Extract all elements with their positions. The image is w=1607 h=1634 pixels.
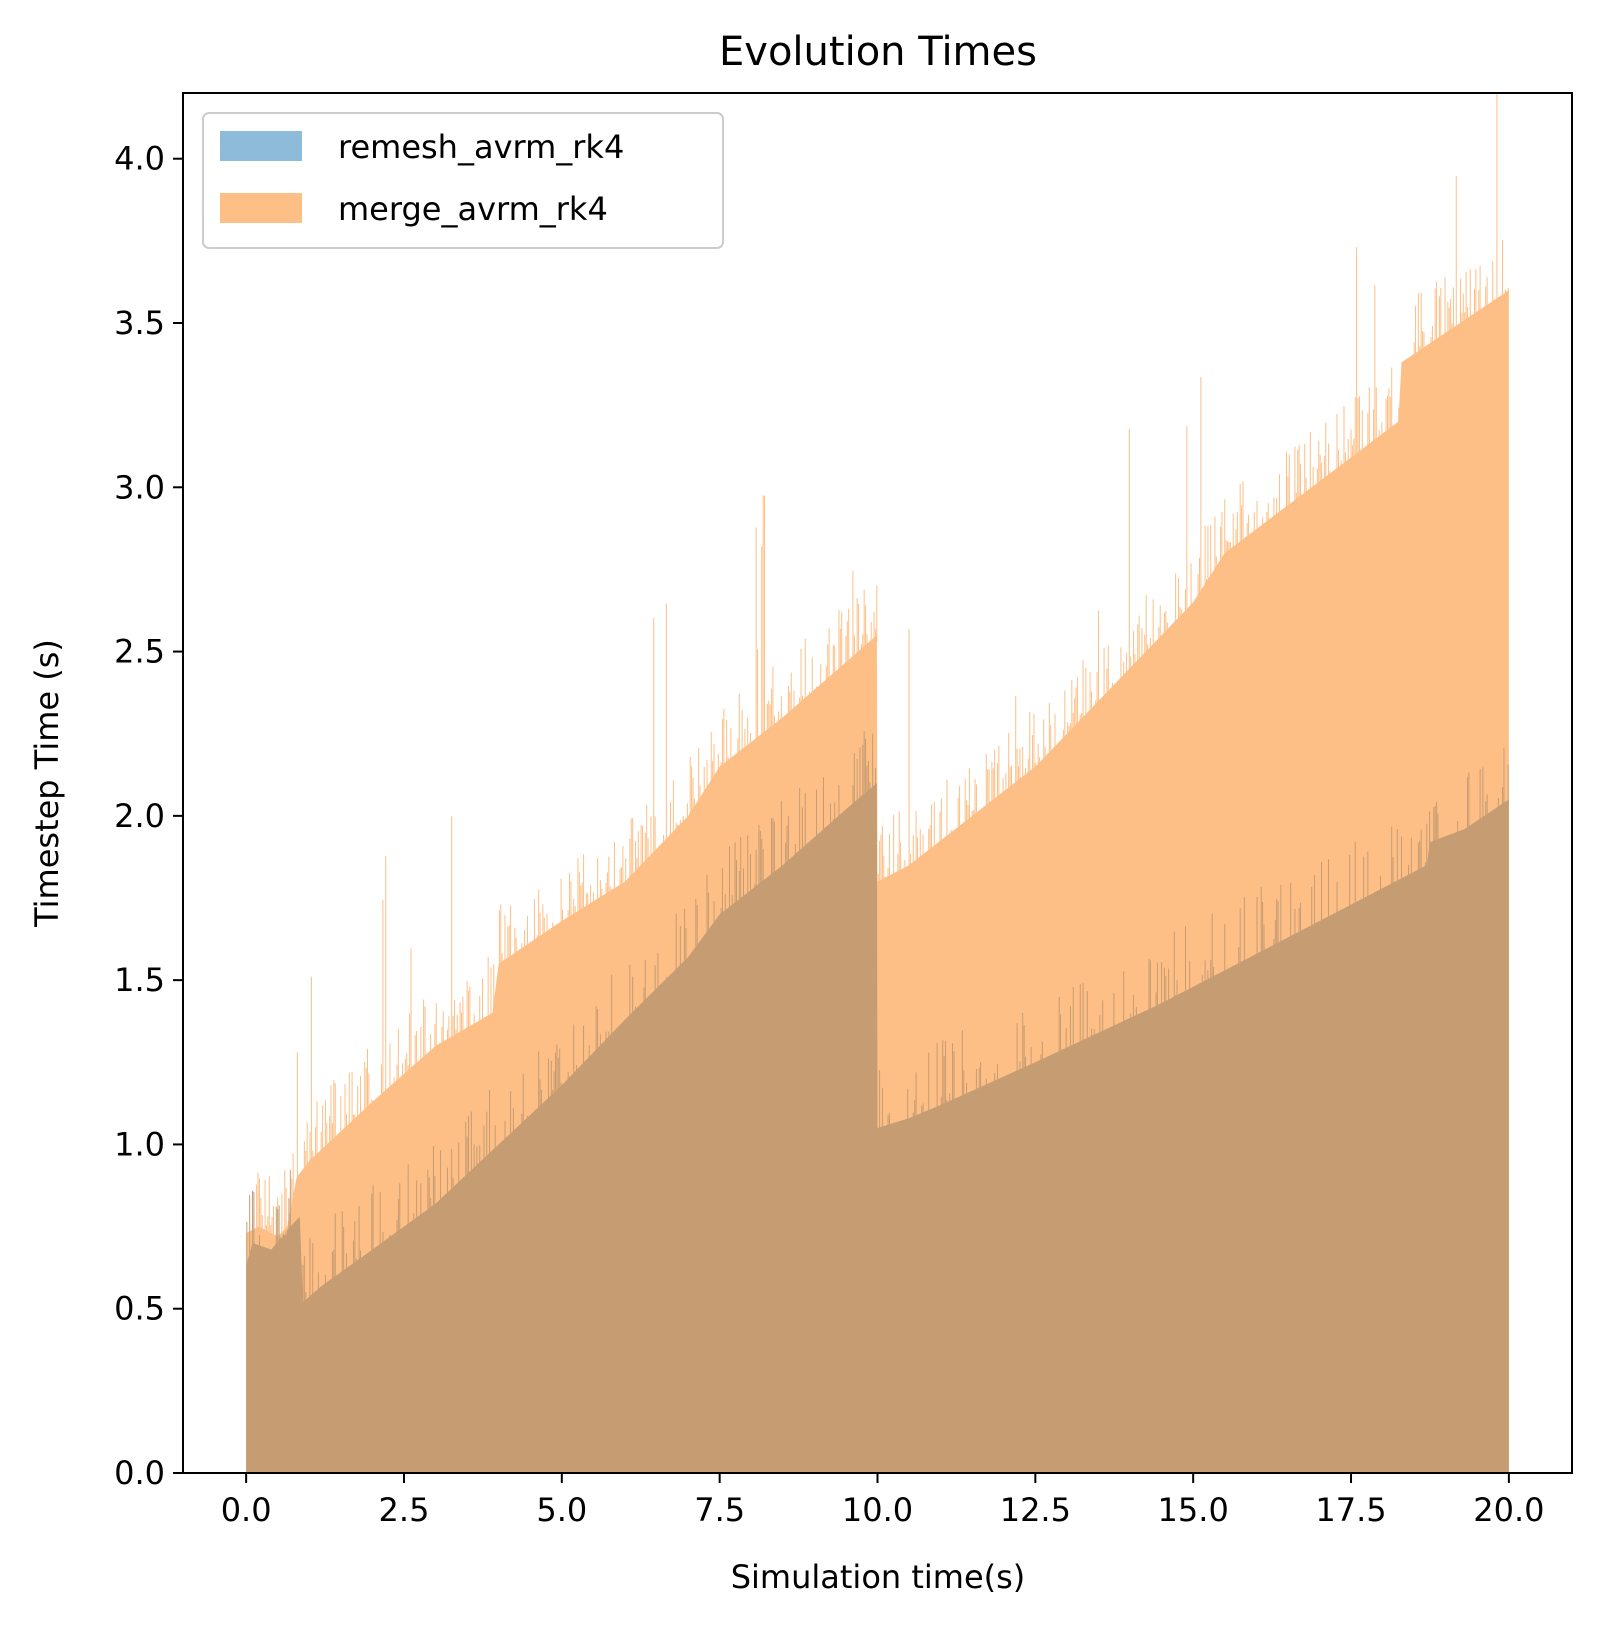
x-tick-label: 20.0 xyxy=(1473,1491,1544,1529)
x-tick-label: 17.5 xyxy=(1315,1491,1386,1529)
bars-layer xyxy=(246,93,1509,1473)
x-tick-label: 7.5 xyxy=(694,1491,745,1529)
y-tick-label: 1.0 xyxy=(114,1125,165,1163)
y-axis: 0.0 0.5 1.0 1.5 2.0 2.5 3.0 3.5 4.0 xyxy=(114,140,183,1492)
y-tick-label: 4.0 xyxy=(114,140,165,178)
x-tick-label: 5.0 xyxy=(536,1491,587,1529)
y-tick-label: 0.0 xyxy=(114,1454,165,1492)
x-tick-label: 15.0 xyxy=(1158,1491,1229,1529)
chart-title: Evolution Times xyxy=(719,29,1037,75)
y-tick-label: 1.5 xyxy=(114,961,165,999)
legend: remesh_avrm_rk4 merge_avrm_rk4 xyxy=(202,112,724,249)
x-tick-label: 10.0 xyxy=(842,1491,913,1529)
x-tick-label: 12.5 xyxy=(1000,1491,1071,1529)
x-tick-label: 2.5 xyxy=(379,1491,430,1529)
series-area-remesh xyxy=(246,783,1509,1473)
x-axis: 0.0 2.5 5.0 7.5 10.0 12.5 15.0 17.5 20.0 xyxy=(221,1473,1544,1529)
x-tick-label: 0.0 xyxy=(221,1491,272,1529)
spike-bars xyxy=(246,93,1509,1309)
legend-swatch-remesh xyxy=(220,131,302,161)
y-tick-label: 3.5 xyxy=(114,304,165,342)
y-axis-label: Timestep Time (s) xyxy=(28,639,66,928)
y-tick-label: 2.5 xyxy=(114,633,165,671)
x-axis-label: Simulation time(s) xyxy=(731,1558,1026,1596)
legend-label-merge: merge_avrm_rk4 xyxy=(338,190,608,228)
y-tick-label: 0.5 xyxy=(114,1290,165,1328)
legend-box xyxy=(202,112,724,249)
y-tick-label: 3.0 xyxy=(114,468,165,506)
y-tick-label: 2.0 xyxy=(114,797,165,835)
legend-swatch-merge xyxy=(220,193,302,223)
legend-label-remesh: remesh_avrm_rk4 xyxy=(338,128,624,166)
